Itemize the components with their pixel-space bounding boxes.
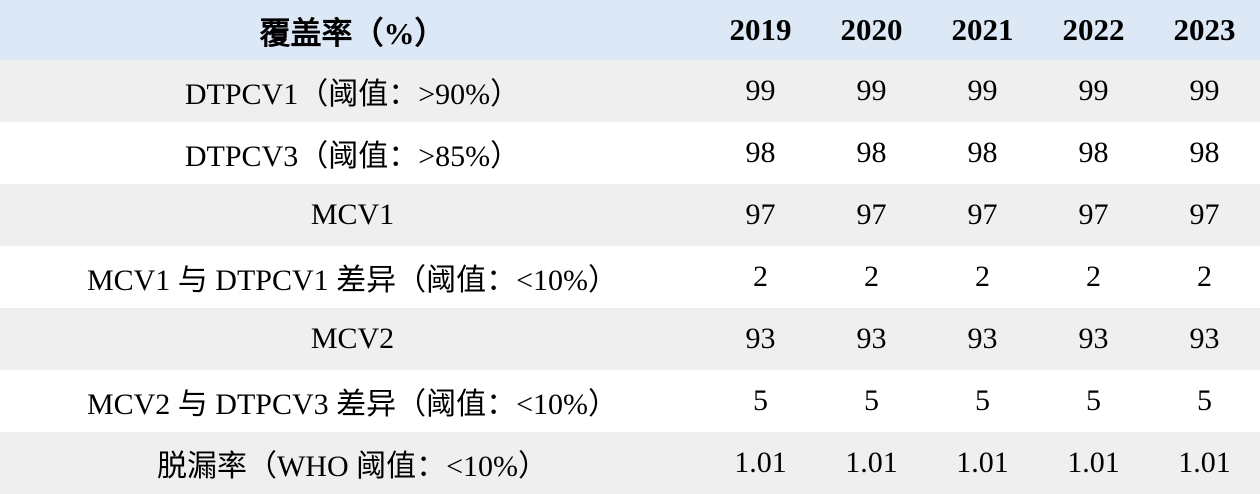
table-row: 脱漏率（WHO 阈值：<10%） 1.01 1.01 1.01 1.01 1.0… <box>0 432 1260 494</box>
cell-value: 5 <box>864 384 879 417</box>
cell-value: 5 <box>1086 384 1101 417</box>
table-row: DTPCV3（阈值：>85%） 98 98 98 98 98 <box>0 122 1260 184</box>
cell-value: 2 <box>975 260 990 293</box>
row-label: MCV2 与 DTPCV3 差异（阈值：<10%） <box>86 388 619 421</box>
cell-value: 98 <box>967 136 998 169</box>
cell-value: 98 <box>856 136 887 169</box>
cell-value: 93 <box>1078 322 1109 355</box>
table-row: MCV2 与 DTPCV3 差异（阈值：<10%） 5 5 5 5 5 <box>0 370 1260 432</box>
cell-value: 2 <box>1086 260 1101 293</box>
table-row: MCV2 93 93 93 93 93 <box>0 308 1260 370</box>
cell-value: 93 <box>856 322 887 355</box>
cell-value: 99 <box>856 74 887 107</box>
row-label: MCV1 与 DTPCV1 差异（阈值：<10%） <box>86 264 619 297</box>
header-year: 2021 <box>951 12 1014 47</box>
cell-value: 1.01 <box>956 446 1009 479</box>
cell-value: 99 <box>1189 74 1220 107</box>
cell-value: 1.01 <box>845 446 898 479</box>
cell-value: 98 <box>1189 136 1220 169</box>
cell-value: 93 <box>1189 322 1220 355</box>
cell-value: 2 <box>753 260 768 293</box>
header-year: 2023 <box>1173 12 1236 47</box>
cell-value: 5 <box>1197 384 1212 417</box>
header-label: 覆盖率（%） <box>259 15 446 51</box>
cell-value: 93 <box>967 322 998 355</box>
header-row: 覆盖率（%） 2019 2020 2021 2022 2023 <box>0 0 1260 60</box>
cell-value: 5 <box>975 384 990 417</box>
table-row: MCV1 97 97 97 97 97 <box>0 184 1260 246</box>
row-label: MCV2 <box>310 322 395 355</box>
cell-value: 5 <box>753 384 768 417</box>
cell-value: 97 <box>856 198 887 231</box>
cell-value: 1.01 <box>1067 446 1120 479</box>
cell-value: 99 <box>745 74 776 107</box>
cell-value: 97 <box>967 198 998 231</box>
cell-value: 1.01 <box>1178 446 1231 479</box>
cell-value: 97 <box>1189 198 1220 231</box>
cell-value: 93 <box>745 322 776 355</box>
cell-value: 97 <box>1078 198 1109 231</box>
header-year: 2019 <box>729 12 792 47</box>
cell-value: 1.01 <box>734 446 787 479</box>
cell-value: 99 <box>967 74 998 107</box>
row-label: DTPCV3（阈值：>85%） <box>184 140 521 173</box>
table-row: MCV1 与 DTPCV1 差异（阈值：<10%） 2 2 2 2 2 <box>0 246 1260 308</box>
row-label: DTPCV1（阈值：>90%） <box>184 78 521 111</box>
row-label: 脱漏率（WHO 阈值：<10%） <box>156 450 549 483</box>
header-year: 2022 <box>1062 12 1125 47</box>
cell-value: 97 <box>745 198 776 231</box>
cell-value: 98 <box>1078 136 1109 169</box>
cell-value: 99 <box>1078 74 1109 107</box>
row-label: MCV1 <box>310 198 395 231</box>
cell-value: 98 <box>745 136 776 169</box>
table-row: DTPCV1（阈值：>90%） 99 99 99 99 99 <box>0 60 1260 122</box>
cell-value: 2 <box>1197 260 1212 293</box>
header-year: 2020 <box>840 12 903 47</box>
cell-value: 2 <box>864 260 879 293</box>
